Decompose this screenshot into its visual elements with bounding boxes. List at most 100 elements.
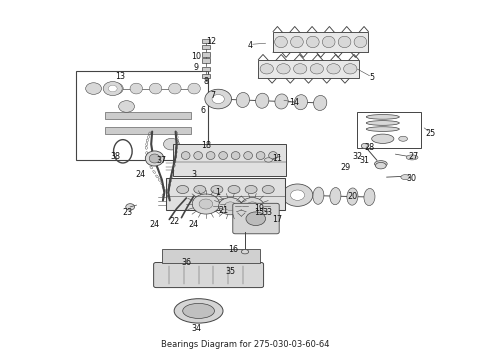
Ellipse shape xyxy=(294,95,308,110)
Bar xyxy=(201,45,210,49)
Text: 31: 31 xyxy=(360,156,370,165)
Ellipse shape xyxy=(211,185,223,194)
Bar xyxy=(162,249,260,263)
Text: 37: 37 xyxy=(157,156,167,165)
Bar xyxy=(357,112,421,148)
Ellipse shape xyxy=(291,36,303,48)
Ellipse shape xyxy=(282,184,313,206)
Text: 11: 11 xyxy=(272,154,282,163)
Ellipse shape xyxy=(188,83,200,94)
Ellipse shape xyxy=(231,152,240,159)
Text: Bearings Diagram for 275-030-03-60-64: Bearings Diagram for 275-030-03-60-64 xyxy=(161,340,329,349)
Ellipse shape xyxy=(275,94,288,109)
Ellipse shape xyxy=(306,36,319,48)
Text: 12: 12 xyxy=(206,37,216,46)
Bar xyxy=(201,39,210,43)
Bar xyxy=(201,52,210,57)
Text: 15: 15 xyxy=(255,208,265,217)
Ellipse shape xyxy=(103,82,122,95)
Ellipse shape xyxy=(164,138,179,150)
Text: 17: 17 xyxy=(271,215,282,224)
Text: 24: 24 xyxy=(135,170,145,179)
Ellipse shape xyxy=(217,92,230,107)
Ellipse shape xyxy=(219,152,227,159)
Text: 21: 21 xyxy=(218,206,228,215)
Ellipse shape xyxy=(212,95,224,104)
Ellipse shape xyxy=(372,134,394,143)
Ellipse shape xyxy=(149,154,160,163)
Ellipse shape xyxy=(219,198,242,215)
Text: 13: 13 xyxy=(116,72,125,81)
Ellipse shape xyxy=(174,299,223,323)
Ellipse shape xyxy=(177,185,189,194)
Text: 36: 36 xyxy=(181,258,192,267)
Ellipse shape xyxy=(246,202,258,211)
Ellipse shape xyxy=(364,188,375,206)
Ellipse shape xyxy=(354,36,367,48)
Ellipse shape xyxy=(322,36,335,48)
Bar xyxy=(105,112,191,119)
Text: 33: 33 xyxy=(262,208,272,217)
Ellipse shape xyxy=(262,185,274,194)
Ellipse shape xyxy=(228,185,240,194)
Ellipse shape xyxy=(256,152,265,159)
Bar xyxy=(201,58,210,63)
Text: 3: 3 xyxy=(191,170,196,179)
Ellipse shape xyxy=(206,152,215,159)
Ellipse shape xyxy=(245,185,257,194)
Text: 1: 1 xyxy=(216,188,220,197)
Text: 35: 35 xyxy=(225,267,235,276)
Ellipse shape xyxy=(111,83,123,94)
Ellipse shape xyxy=(244,152,252,159)
Ellipse shape xyxy=(224,202,236,211)
Ellipse shape xyxy=(86,83,101,94)
Text: 22: 22 xyxy=(169,217,179,226)
Ellipse shape xyxy=(181,152,190,159)
Bar xyxy=(105,127,191,134)
Text: 27: 27 xyxy=(409,152,418,161)
Ellipse shape xyxy=(169,83,181,94)
Ellipse shape xyxy=(246,212,266,226)
Ellipse shape xyxy=(296,187,307,204)
Ellipse shape xyxy=(327,64,340,74)
Ellipse shape xyxy=(401,175,410,180)
Ellipse shape xyxy=(366,114,399,119)
Ellipse shape xyxy=(194,152,202,159)
Ellipse shape xyxy=(310,64,323,74)
Ellipse shape xyxy=(130,83,143,94)
Ellipse shape xyxy=(108,85,117,92)
Text: 23: 23 xyxy=(122,208,133,217)
Text: 9: 9 xyxy=(194,63,199,72)
Ellipse shape xyxy=(241,198,264,215)
Ellipse shape xyxy=(366,127,399,131)
Ellipse shape xyxy=(183,303,215,319)
Bar xyxy=(201,74,210,78)
Bar xyxy=(273,32,368,52)
Text: 5: 5 xyxy=(369,73,374,82)
Text: 20: 20 xyxy=(347,192,358,201)
Text: 8: 8 xyxy=(203,77,208,86)
Ellipse shape xyxy=(361,143,368,148)
Ellipse shape xyxy=(126,204,135,210)
Bar xyxy=(258,59,359,78)
Ellipse shape xyxy=(294,64,307,74)
Text: 24: 24 xyxy=(149,220,160,229)
Ellipse shape xyxy=(314,95,327,111)
Text: 28: 28 xyxy=(365,143,375,152)
Text: 10: 10 xyxy=(191,52,201,61)
Ellipse shape xyxy=(275,36,288,48)
FancyBboxPatch shape xyxy=(233,203,279,234)
Ellipse shape xyxy=(149,83,162,94)
Ellipse shape xyxy=(343,64,357,74)
Ellipse shape xyxy=(194,185,206,194)
Ellipse shape xyxy=(347,188,358,205)
Ellipse shape xyxy=(366,121,399,125)
Text: 30: 30 xyxy=(406,174,416,183)
Ellipse shape xyxy=(192,194,220,214)
Text: 14: 14 xyxy=(289,98,299,107)
Bar xyxy=(201,67,210,71)
Ellipse shape xyxy=(256,93,269,108)
Text: 32: 32 xyxy=(352,152,363,161)
Text: 24: 24 xyxy=(189,220,199,229)
Ellipse shape xyxy=(374,161,387,167)
